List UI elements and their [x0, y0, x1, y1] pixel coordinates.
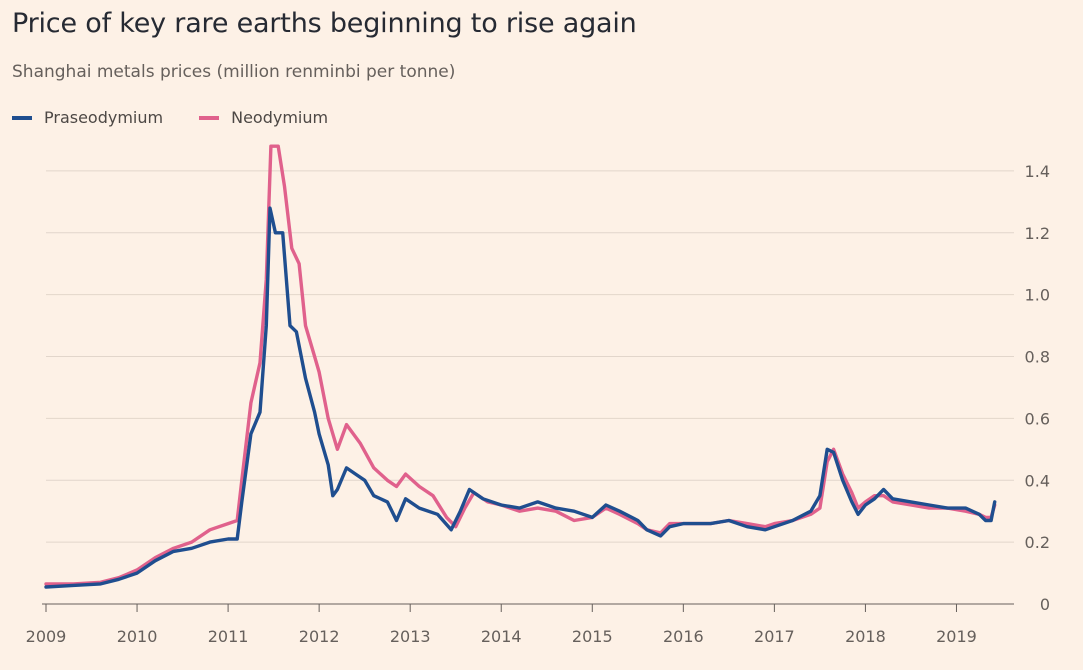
legend-label-praseodymium: Praseodymium — [44, 108, 164, 127]
y-tick-label: 1.4 — [1025, 162, 1050, 181]
x-tick-label: 2017 — [754, 627, 795, 646]
x-tick-label: 2019 — [936, 627, 977, 646]
legend: Praseodymium Neodymium — [12, 108, 328, 127]
y-tick-label: 1.2 — [1025, 224, 1050, 243]
y-tick-label: 0.4 — [1025, 471, 1050, 490]
x-tick-label: 2012 — [299, 627, 340, 646]
legend-swatch-neodymium — [199, 115, 220, 120]
series-line-praseodymium — [44, 206, 997, 589]
legend-swatch-praseodymium — [12, 115, 32, 120]
chart-subtitle: Shanghai metals prices (million renminbi… — [12, 62, 456, 82]
x-tick-label: 2011 — [208, 627, 249, 646]
x-tick-label: 2018 — [845, 627, 886, 646]
legend-item-praseodymium: Praseodymium — [12, 108, 163, 127]
y-tick-label: 1.0 — [1025, 286, 1050, 305]
legend-item-neodymium: Neodymium — [199, 108, 328, 127]
x-tick-label: 2010 — [117, 627, 158, 646]
y-tick-label: 0 — [1040, 595, 1050, 614]
legend-label-neodymium: Neodymium — [231, 108, 329, 127]
y-tick-label: 0.6 — [1025, 409, 1050, 428]
y-tick-label: 0.2 — [1025, 533, 1050, 552]
y-tick-label: 0.8 — [1025, 348, 1050, 367]
x-tick-label: 2009 — [26, 627, 67, 646]
x-tick-label: 2015 — [572, 627, 613, 646]
chart-title: Price of key rare earths beginning to ri… — [12, 8, 637, 39]
x-tick-label: 2013 — [390, 627, 431, 646]
series-line-neodymium — [44, 144, 997, 586]
x-tick-label: 2014 — [481, 627, 522, 646]
x-tick-label: 2016 — [663, 627, 704, 646]
